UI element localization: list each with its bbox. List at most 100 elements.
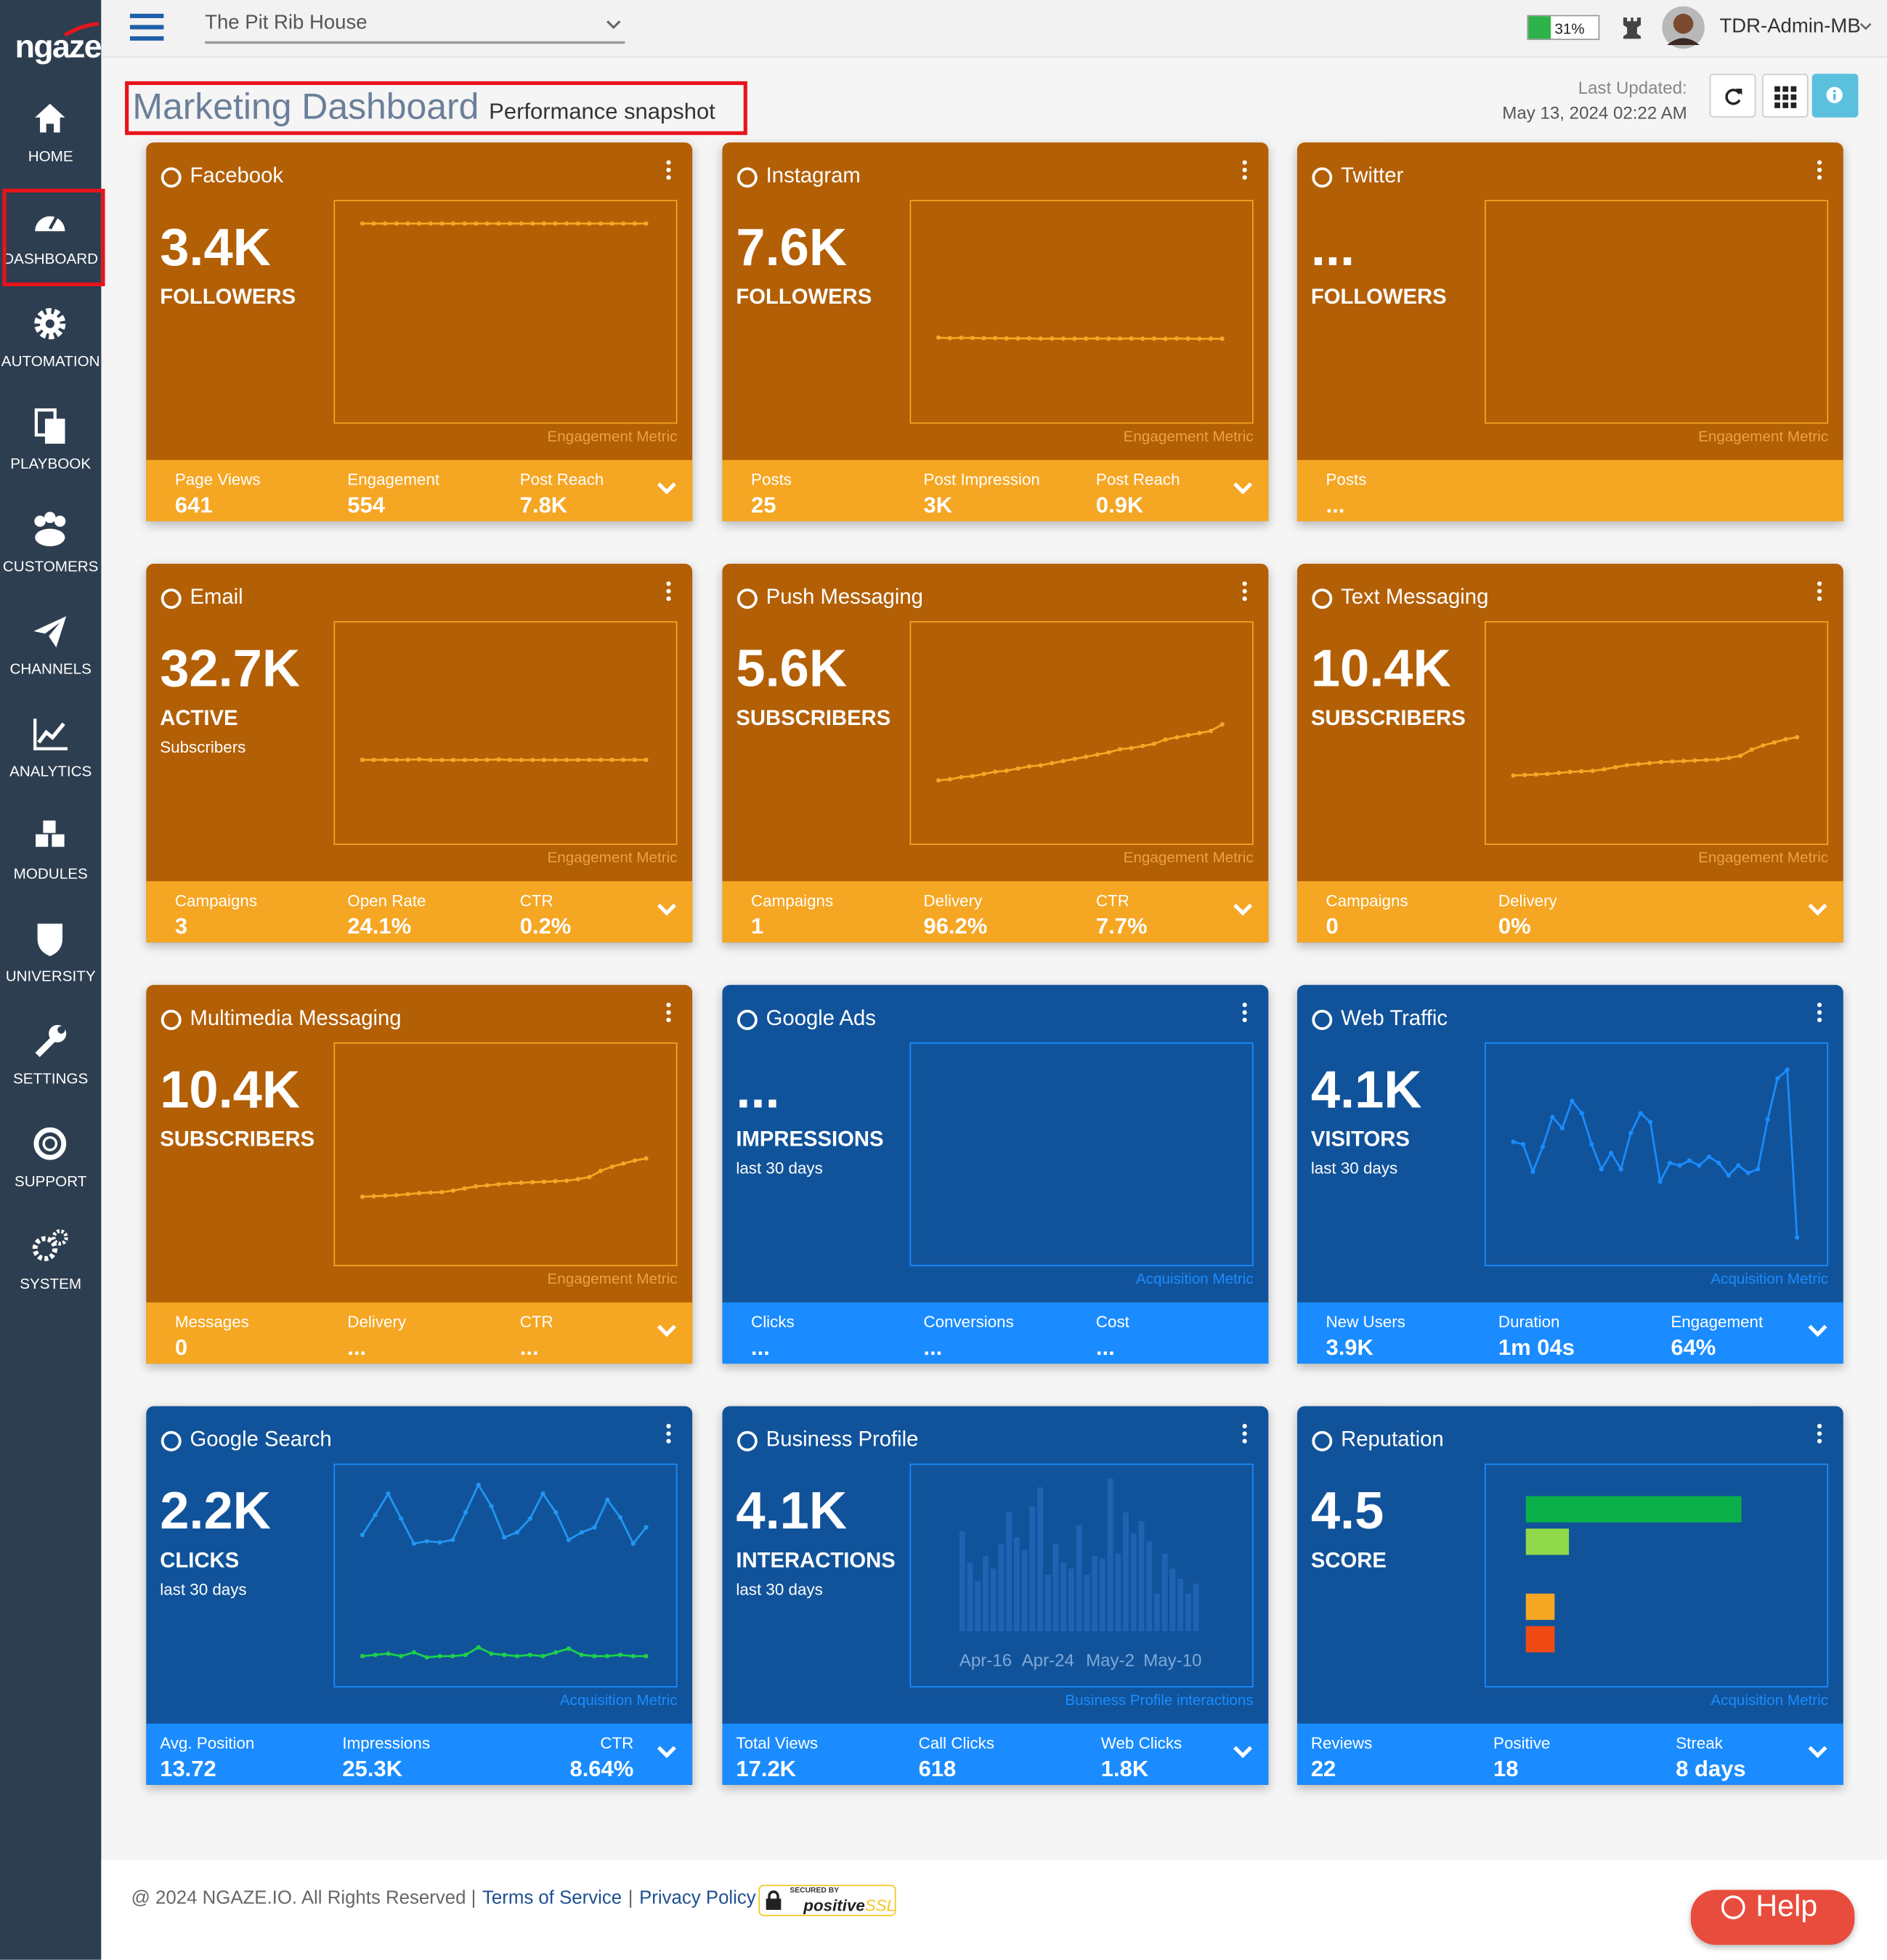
stat-value: 64% [1671,1335,1716,1360]
chart [1485,200,1828,424]
stat-label: Page Views [174,469,261,489]
stat-value: 8 days [1676,1756,1746,1781]
sparkline [938,336,1222,340]
help-button[interactable]: Help [1690,1890,1855,1945]
stats-band: Clicks... Conversions... Cost... [722,1302,1269,1364]
card-menu [1242,1003,1247,1023]
sparkline-point [474,757,479,763]
sparkline-point [489,1504,494,1509]
nav-item[interactable]: HOME [0,95,101,182]
sparkline-point [1677,1163,1682,1168]
grid-button[interactable] [1761,73,1809,118]
chart [910,1042,1254,1266]
badge-brand-suffix: SSL [864,1896,896,1915]
refresh-button[interactable] [1709,73,1756,118]
nav-item[interactable]: SUPPORT [0,1120,101,1207]
stat-value: 3.9K [1326,1335,1373,1360]
info-button[interactable] [1811,73,1859,118]
card: Facebook 3.4K FOLLOWERS Engagement Metric Pa… [146,142,693,522]
sparkline-point [474,221,479,226]
stats-band: New Users 3.9K Duration 1m 04s Engagement 64% [1296,1302,1843,1364]
sparkline-point [1681,758,1686,764]
nav-item[interactable]: CHANNELS [0,607,101,694]
nav-item[interactable]: MODULES [0,812,101,899]
stat-value: 24.1% [347,913,412,939]
nav-item[interactable]: SETTINGS [0,1018,101,1105]
sparkline-point [360,757,365,763]
nav-item[interactable]: ANALYTICS [0,710,101,797]
sparkline-point [519,1181,524,1186]
sparkline-point [474,1184,479,1189]
card-value: 10.4K [160,1060,301,1119]
sparkline-point [1567,769,1572,774]
menu-dot [666,175,671,180]
chart-box [1484,200,1829,424]
location-select[interactable]: The Pit Rib House [205,12,625,44]
stats-band: Page Views 641 Engagement 554 Post Reach 7.8K [146,460,693,522]
grid-dot [1774,102,1780,108]
privacy-link[interactable]: Privacy Policy [639,1887,756,1909]
sparkline-point [566,1537,572,1542]
lock-body [766,1898,782,1910]
card-icon [736,588,758,610]
icon [34,515,46,527]
terms-link[interactable]: Terms of Service [482,1887,622,1909]
sparkline-point [981,772,986,777]
sparkline-point [959,774,964,779]
sparkline-point [1197,336,1202,341]
expand-button [657,1324,676,1337]
help-icon [1721,1895,1745,1919]
bar [1021,1550,1028,1632]
sparkline-point [993,769,998,774]
nav-item[interactable]: SYSTEM [0,1223,101,1310]
sparkline-point [1772,740,1777,745]
badge-brand: positiveSSL [803,1896,896,1915]
card-icon-shape [736,1010,758,1030]
card-icon [161,1430,182,1451]
nav-item[interactable]: AUTOMATION [0,300,101,387]
sparkline-point [587,757,592,763]
sparkline-point [424,1655,429,1660]
sparkline-point [416,757,422,762]
card-menu [1817,581,1822,602]
bar [1092,1556,1098,1632]
sparkline-point [437,1540,442,1545]
grid-dot [1790,102,1797,108]
sparkline-point [1117,747,1123,752]
sparkline-point [1072,756,1077,761]
nav-item[interactable]: PLAYBOOK [0,402,101,490]
logo: ngaze [15,27,102,65]
sparkline-point [530,221,535,226]
sparkline-point [1060,758,1066,764]
sparkline-point [1533,772,1538,777]
stats-band: Avg. Position 13.72 Impressions 25.3K CTR 8.6… [146,1723,693,1785]
card-icon-shape [161,167,182,188]
nav-icon [37,923,63,957]
sparkline [1513,1067,1798,1238]
user-name[interactable]: TDR-Admin-MB [1719,16,1861,38]
nav-item[interactable]: DASHBOARD [0,198,101,285]
menu-dot [1817,175,1822,180]
nav-icon [35,216,65,232]
card-value: 5.6K [736,639,848,698]
card-value: ... [1310,217,1355,277]
menu-dot [666,1017,671,1023]
menu-dot [1242,1010,1247,1015]
chevron [657,482,676,495]
card-menu [1817,1424,1822,1443]
nav-item[interactable]: UNIVERSITY [0,915,101,1002]
stat-label: CTR [519,1312,553,1332]
sparkline-point [1726,756,1732,761]
sparkline-point [373,1652,378,1658]
sparkline-point [371,757,376,763]
title: Marketing Dashboard [132,87,479,128]
sparkline-point [959,335,964,341]
sparkline-point [405,757,410,763]
icon [54,515,66,527]
nav-item[interactable]: CUSTOMERS [0,505,101,592]
sparkline-point [1163,336,1168,341]
bar [1107,1478,1113,1632]
menu-dot [1817,1017,1822,1023]
sparkline-point [527,1516,532,1521]
sparkline-point [1004,768,1009,774]
